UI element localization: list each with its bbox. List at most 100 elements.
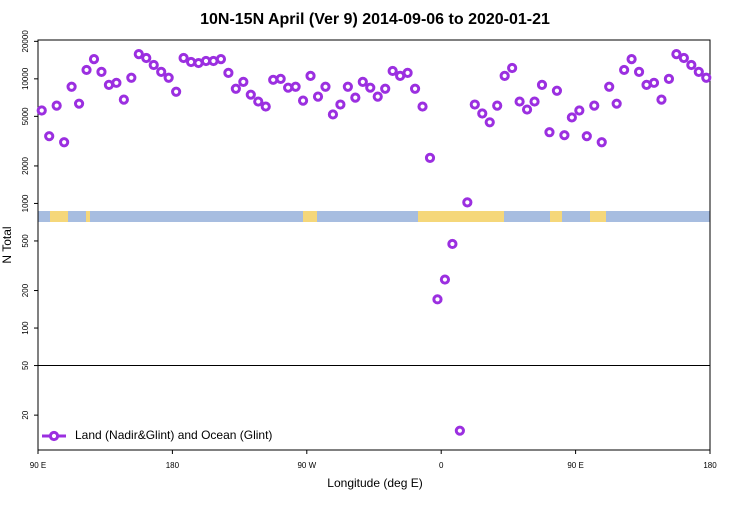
point [245, 89, 256, 100]
chart-title: 10N-15N April (Ver 9) 2014-09-06 to 2020… [200, 11, 550, 28]
point [327, 109, 339, 120]
point [402, 67, 413, 79]
point [126, 72, 137, 83]
point [335, 99, 346, 110]
point [574, 105, 585, 116]
point [275, 73, 286, 84]
point [484, 117, 495, 128]
point [671, 48, 682, 60]
point [424, 152, 436, 164]
point [81, 64, 92, 76]
point [447, 238, 458, 250]
y-tick-label: 500 [21, 234, 30, 248]
point [230, 83, 241, 94]
point [297, 95, 309, 106]
point [656, 94, 667, 105]
point [223, 67, 234, 79]
x-tick-label: 0 [439, 461, 444, 470]
point [499, 70, 510, 81]
land-ocean-strip [38, 211, 710, 222]
point [118, 94, 129, 105]
point [44, 131, 55, 142]
point [454, 425, 465, 436]
y-tick-label: 200 [21, 283, 30, 297]
point [529, 96, 540, 107]
y-tick-label: 1000 [21, 194, 30, 212]
x-tick-label: 90 W [297, 461, 316, 470]
point [536, 79, 548, 90]
point [432, 294, 443, 305]
point [477, 108, 488, 119]
point [589, 100, 600, 111]
point [380, 83, 391, 94]
point [350, 92, 361, 103]
y-tick-label: 2000 [21, 156, 30, 174]
point [73, 98, 85, 109]
x-tick-label: 180 [166, 461, 180, 470]
point [409, 83, 421, 94]
point [260, 101, 271, 112]
point [387, 65, 398, 77]
point [320, 81, 331, 92]
point [544, 127, 555, 138]
point [611, 98, 622, 109]
point [342, 81, 353, 92]
point [559, 130, 570, 141]
point [66, 81, 77, 92]
point [88, 54, 100, 65]
point [59, 137, 70, 148]
plot-frame [37, 39, 711, 451]
point [96, 66, 107, 77]
point [678, 52, 689, 64]
y-tick-label: 20 [21, 410, 30, 419]
point [163, 72, 174, 83]
point [178, 52, 189, 64]
point [141, 52, 152, 64]
point [439, 274, 451, 285]
point [357, 76, 368, 87]
point [148, 59, 159, 71]
point [417, 101, 428, 112]
x-tick-label: 90 E [567, 461, 583, 470]
point [514, 96, 525, 107]
y-tick-label: 10000 [21, 67, 30, 90]
point [551, 85, 563, 96]
point [36, 105, 47, 116]
y-tick-label: 100 [21, 321, 30, 335]
point [626, 54, 637, 65]
y-tick-label: 5000 [21, 107, 30, 125]
point [312, 91, 324, 102]
point [492, 100, 503, 111]
point [693, 66, 704, 77]
point [171, 86, 182, 97]
point [290, 81, 301, 92]
y-tick-label: 20000 [21, 30, 30, 53]
point [521, 104, 533, 115]
point [305, 70, 316, 81]
point [648, 77, 660, 88]
point [581, 131, 592, 142]
point [633, 66, 645, 77]
point [701, 72, 712, 83]
point [507, 62, 518, 74]
point [372, 91, 383, 102]
legend-marker [48, 430, 60, 442]
point [469, 99, 480, 110]
x-tick-label: 90 E [30, 461, 46, 470]
point [156, 66, 167, 77]
point [133, 48, 144, 60]
point [51, 100, 62, 111]
point [566, 112, 577, 123]
point [686, 59, 697, 71]
point [365, 82, 376, 93]
y-axis-label: N Total [0, 226, 14, 263]
point [604, 81, 615, 92]
point [596, 137, 607, 148]
point [462, 197, 473, 208]
point [663, 73, 675, 84]
y-tick-label: 50 [21, 361, 30, 370]
point [253, 96, 264, 107]
x-axis-label: Longitude (deg E) [327, 476, 422, 490]
legend-label: Land (Nadir&Glint) and Ocean (Glint) [75, 428, 272, 442]
